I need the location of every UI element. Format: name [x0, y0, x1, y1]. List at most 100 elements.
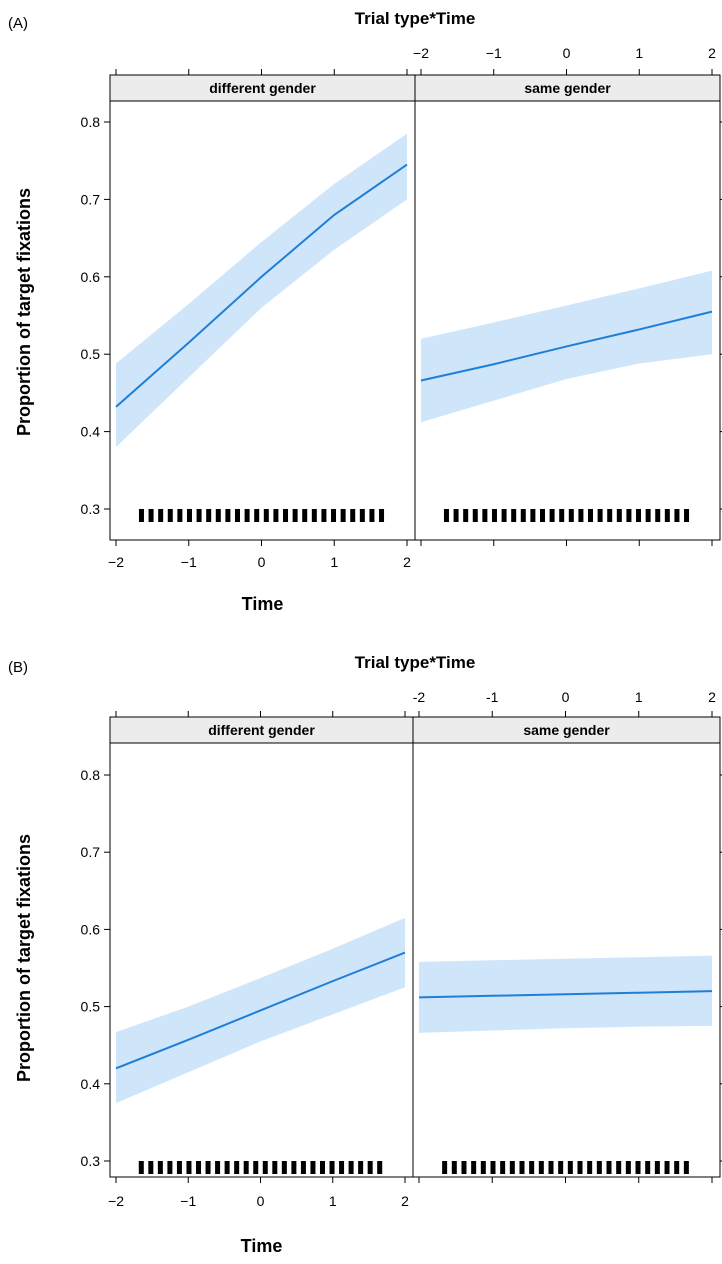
rug-mark [369, 509, 375, 522]
x-tick-label: −1 [181, 554, 197, 570]
rug-mark [597, 509, 603, 522]
rug-mark [359, 509, 365, 522]
rug-mark [206, 509, 212, 522]
rug-mark [625, 1161, 631, 1174]
rug-mark [482, 509, 488, 522]
rug-mark [480, 1161, 486, 1174]
x-top-tick-label: 1 [635, 689, 643, 705]
rug [138, 1161, 383, 1174]
y-axis-title: Proportion of target fixations [14, 834, 34, 1082]
rug-mark [300, 1161, 306, 1174]
y-tick-label: 0.3 [81, 501, 101, 517]
rug-mark [636, 509, 642, 522]
figure-title: Trial type*Time [355, 653, 476, 672]
rug-mark [262, 1161, 268, 1174]
series-line [418, 990, 713, 999]
rug-mark [348, 1161, 354, 1174]
rug-mark [148, 509, 154, 522]
rug-mark [253, 1161, 259, 1174]
x-top-tick-label: 1 [635, 45, 643, 61]
rug-mark [567, 1161, 573, 1174]
rug-mark [329, 1161, 335, 1174]
series-line [420, 310, 713, 382]
rug-mark [530, 509, 536, 522]
rug-mark [138, 1161, 144, 1174]
strip-label: same gender [524, 80, 611, 96]
rug-mark [674, 1161, 680, 1174]
y-tick-label: 0.5 [81, 346, 101, 362]
rug-mark [205, 1161, 211, 1174]
rug-mark [291, 1161, 297, 1174]
x-tick-label: 0 [258, 554, 266, 570]
rug-mark [283, 509, 289, 522]
y-tick-label: 0.7 [81, 844, 101, 860]
rug-mark [215, 1161, 221, 1174]
x-top-tick-label: 0 [563, 45, 571, 61]
y-tick-label: 0.8 [81, 114, 101, 130]
rug-mark [224, 1161, 230, 1174]
rug-mark [471, 1161, 477, 1174]
rug-mark [588, 509, 594, 522]
rug-mark [367, 1161, 373, 1174]
rug-mark [311, 509, 317, 522]
rug-mark [453, 509, 459, 522]
rug-mark [539, 509, 545, 522]
rug-mark [225, 509, 231, 522]
rug-mark [626, 509, 632, 522]
x-tick-label: −2 [108, 554, 124, 570]
rug-mark [340, 509, 346, 522]
rug-mark [321, 509, 327, 522]
rug-mark [596, 1161, 602, 1174]
strip-same-gender [414, 74, 721, 102]
y-tick-label: 0.6 [81, 921, 101, 937]
x-tick-label: −2 [108, 1193, 124, 1209]
rug-mark [263, 509, 269, 522]
rug [138, 509, 385, 522]
plot-frame [109, 742, 721, 1178]
rug-mark [654, 1161, 660, 1174]
rug-mark [587, 1161, 593, 1174]
x-top-tick-label: −2 [413, 45, 429, 61]
rug-mark [500, 1161, 506, 1174]
rug-mark [616, 1161, 622, 1174]
y-tick-label: 0.4 [81, 424, 101, 440]
x-tick-label: 2 [401, 1193, 409, 1209]
rug-mark [635, 1161, 641, 1174]
rug-mark [501, 509, 507, 522]
rug-mark [568, 509, 574, 522]
rug-mark [167, 1161, 173, 1174]
rug-mark [607, 509, 613, 522]
rug-mark [176, 1161, 182, 1174]
rug-mark [463, 509, 469, 522]
rug-mark [520, 509, 526, 522]
panel-label: (B) [8, 659, 28, 676]
y-tick-label: 0.8 [81, 767, 101, 783]
rug-mark [664, 1161, 670, 1174]
y-tick-label: 0.6 [81, 269, 101, 285]
rug-mark [148, 1161, 154, 1174]
rug [443, 509, 690, 522]
series-line [115, 163, 408, 408]
x-axis-title: Time [242, 594, 284, 614]
rug-mark [509, 1161, 515, 1174]
chart-a: (A) Trial type*Time different gender same g… [8, 9, 722, 614]
rug-mark [350, 509, 356, 522]
x-top-tick-label: -1 [486, 689, 499, 705]
x-axis-title: Time [241, 1236, 283, 1256]
rug-mark [186, 509, 192, 522]
rug-mark [538, 1161, 544, 1174]
x-top-tick-label: −1 [486, 45, 502, 61]
rug-mark [310, 1161, 316, 1174]
strip-different-gender [109, 716, 414, 744]
x-tick-label: 1 [329, 1193, 337, 1209]
rug-mark [196, 1161, 202, 1174]
x-tick-label: −1 [180, 1193, 196, 1209]
rug-mark [655, 509, 661, 522]
rug-mark [461, 1161, 467, 1174]
rug-mark [186, 1161, 192, 1174]
chart-b: (B) Trial type*Time different gender same g… [8, 653, 722, 1256]
strip-label: same gender [523, 722, 610, 738]
rug-mark [167, 509, 173, 522]
rug-mark [548, 1161, 554, 1174]
rug-mark [331, 509, 337, 522]
